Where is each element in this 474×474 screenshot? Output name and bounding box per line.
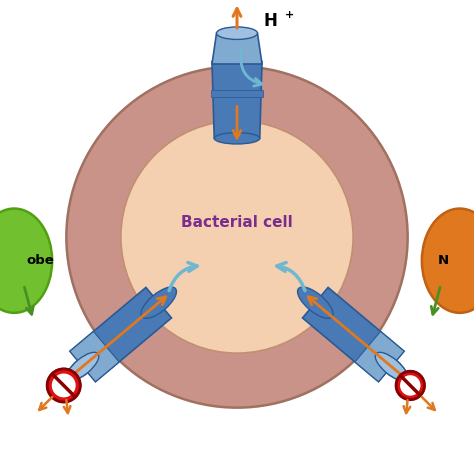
Ellipse shape	[375, 352, 408, 381]
Circle shape	[66, 66, 408, 408]
Ellipse shape	[375, 352, 408, 381]
Ellipse shape	[217, 27, 257, 39]
Circle shape	[52, 374, 76, 397]
Ellipse shape	[214, 133, 260, 144]
Ellipse shape	[0, 209, 52, 313]
Polygon shape	[212, 33, 262, 64]
Ellipse shape	[66, 352, 99, 381]
Circle shape	[400, 375, 420, 396]
Text: Bacterial cell: Bacterial cell	[181, 215, 293, 230]
Polygon shape	[212, 62, 262, 138]
Ellipse shape	[66, 352, 99, 381]
Circle shape	[47, 369, 80, 402]
Ellipse shape	[141, 287, 176, 319]
Circle shape	[396, 371, 425, 400]
Polygon shape	[211, 90, 263, 98]
Polygon shape	[355, 331, 404, 382]
Ellipse shape	[422, 209, 474, 313]
Text: N: N	[438, 254, 449, 267]
Polygon shape	[70, 331, 119, 382]
Text: H: H	[263, 12, 277, 30]
Circle shape	[121, 121, 353, 353]
Polygon shape	[70, 287, 172, 382]
Text: obe: obe	[26, 254, 54, 267]
Text: +: +	[284, 10, 294, 20]
Ellipse shape	[298, 287, 333, 319]
Polygon shape	[302, 287, 404, 382]
